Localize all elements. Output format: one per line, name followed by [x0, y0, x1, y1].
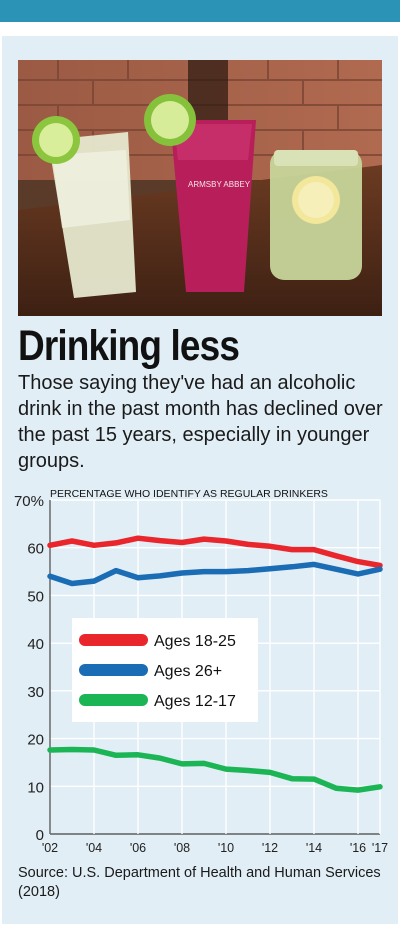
- y-tick-label: 30: [27, 684, 44, 701]
- series-line-2: [47, 561, 383, 587]
- x-tick-label: '16: [350, 841, 366, 855]
- series-line-3: [47, 746, 383, 793]
- legend: Ages 18-25 Ages 26+ Ages 12-17: [79, 633, 236, 710]
- y-axis: 0 10 20 30 40 50 60 70%: [14, 493, 44, 844]
- x-tick-label: '10: [218, 841, 234, 855]
- x-tick-label: '04: [86, 841, 102, 855]
- y-tick-label: 20: [27, 732, 44, 749]
- x-tick-label: '17: [372, 841, 388, 855]
- y-tick-label: 40: [27, 636, 44, 653]
- source-note: Source: U.S. Department of Health and Hu…: [18, 865, 381, 900]
- series-line-1: [47, 535, 383, 569]
- top-banner: [0, 0, 400, 22]
- x-axis: '02 '04 '06 '08 '10 '12 '14 '16 '17: [42, 841, 388, 855]
- legend-label: Ages 12-17: [154, 693, 236, 710]
- glass-logo-text: ARMSBY ABBEY: [188, 180, 251, 189]
- x-tick-label: '02: [42, 841, 58, 855]
- y-tick-label: 50: [27, 588, 44, 605]
- legend-label: Ages 26+: [154, 663, 222, 680]
- y-tick-label: 70%: [14, 493, 44, 510]
- y-tick-label: 60: [27, 541, 44, 558]
- y-tick-label: 0: [36, 827, 44, 844]
- y-tick-label: 10: [27, 779, 44, 796]
- x-tick-label: '12: [262, 841, 278, 855]
- x-tick-label: '08: [174, 841, 190, 855]
- chart-title: PERCENTAGE WHO IDENTIFY AS REGULAR DRINK…: [50, 488, 328, 500]
- x-tick-label: '06: [130, 841, 146, 855]
- x-tick-label: '14: [306, 841, 322, 855]
- cocktail-photo: ARMSBY ABBEY: [18, 60, 382, 316]
- intro-text: Those saying they've had an alcoholic dr…: [18, 372, 383, 472]
- series-lines: [47, 535, 383, 793]
- legend-label: Ages 18-25: [154, 633, 236, 650]
- headline: Drinking less: [18, 322, 240, 370]
- line-chart: PERCENTAGE WHO IDENTIFY AS REGULAR DRINK…: [14, 488, 388, 855]
